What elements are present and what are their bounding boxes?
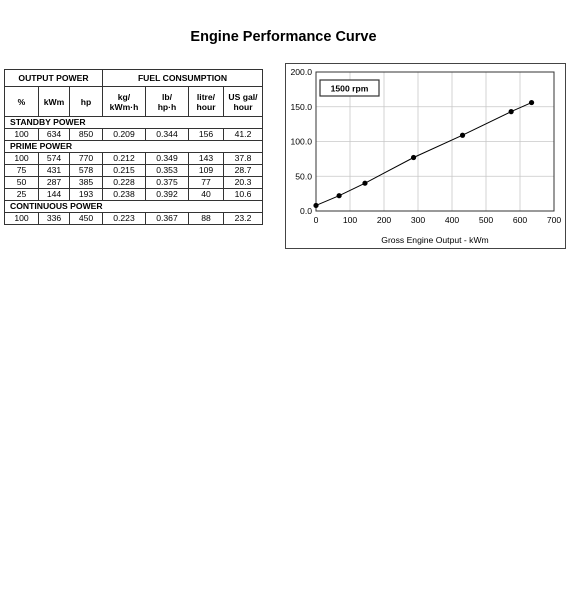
cell-hp: 770 bbox=[69, 152, 103, 165]
section-title: CONTINUOUS POWER bbox=[4, 200, 263, 213]
data-point bbox=[336, 193, 342, 199]
cell-kwm: 634 bbox=[38, 128, 70, 141]
fuel-consumption-header: FUEL CONSUMPTION bbox=[102, 69, 263, 87]
col-header-hp: hp bbox=[69, 86, 103, 117]
rpm-annotation-box bbox=[319, 79, 380, 97]
data-point bbox=[508, 109, 514, 115]
y-tick-label: 50.0 bbox=[295, 171, 312, 181]
col-header-kg-kwmh: kg/kWm·h bbox=[102, 86, 146, 117]
x-tick-label: 400 bbox=[445, 215, 460, 225]
data-point bbox=[362, 180, 368, 186]
data-point bbox=[313, 202, 319, 209]
cell-litre-hour: 156 bbox=[188, 128, 224, 141]
series-line bbox=[313, 99, 535, 209]
performance-table: OUTPUT POWER FUEL CONSUMPTION % kWm hp k… bbox=[4, 69, 263, 225]
cell-lb-hph: 0.353 bbox=[145, 164, 189, 177]
plot-area-border bbox=[315, 71, 555, 212]
col-header-litre-hour: litre/hour bbox=[188, 86, 224, 117]
x-tick-label: 700 bbox=[547, 215, 562, 225]
cell-kg-kwmh: 0.209 bbox=[102, 128, 146, 141]
cell-litre-hour: 77 bbox=[188, 176, 224, 189]
cell-percent: 100 bbox=[4, 212, 39, 225]
table-row: 100 336 450 0.223 0.367 88 23.2 bbox=[4, 212, 263, 225]
cell-usgal-hour: 23.2 bbox=[223, 212, 263, 225]
table-group-header-row: OUTPUT POWER FUEL CONSUMPTION bbox=[4, 69, 263, 87]
rpm-annotation: 1500 rpm bbox=[331, 83, 369, 93]
cell-lb-hph: 0.367 bbox=[145, 212, 189, 225]
performance-chart: 0.0 50.0 100.0 150.0 200.0 0 100 200 300 400 500 6… bbox=[285, 63, 566, 249]
cell-kg-kwmh: 0.238 bbox=[102, 188, 146, 201]
cell-hp: 450 bbox=[69, 212, 103, 225]
y-tick-label: 200.0 bbox=[290, 67, 312, 77]
page-title: Engine Performance Curve bbox=[190, 29, 377, 45]
cell-percent: 100 bbox=[4, 128, 39, 141]
x-axis-label: Gross Engine Output - kWm bbox=[381, 235, 488, 245]
cell-kg-kwmh: 0.228 bbox=[102, 176, 146, 189]
table-row: 100 574 770 0.212 0.349 143 37.8 bbox=[4, 152, 263, 165]
cell-usgal-hour: 10.6 bbox=[223, 188, 263, 201]
cell-percent: 50 bbox=[4, 176, 39, 189]
x-tick-label: 200 bbox=[377, 215, 392, 225]
cell-percent: 75 bbox=[4, 164, 39, 177]
cell-lb-hph: 0.349 bbox=[145, 152, 189, 165]
x-axis: 0 100 200 300 400 500 600 700 bbox=[314, 215, 562, 225]
section-header-row: CONTINUOUS POWER bbox=[4, 200, 263, 213]
cell-lb-hph: 0.392 bbox=[145, 188, 189, 201]
cell-litre-hour: 143 bbox=[188, 152, 224, 165]
y-tick-label: 150.0 bbox=[290, 102, 312, 112]
section-title: PRIME POWER bbox=[4, 140, 263, 153]
section-title: STANDBY POWER bbox=[4, 116, 263, 129]
y-tick-label: 100.0 bbox=[290, 137, 312, 147]
cell-litre-hour: 40 bbox=[188, 188, 224, 201]
cell-kwm: 287 bbox=[38, 176, 70, 189]
col-header-lb-hph: lb/hp·h bbox=[145, 86, 189, 117]
x-tick-label: 300 bbox=[411, 215, 426, 225]
cell-usgal-hour: 41.2 bbox=[223, 128, 263, 141]
data-point bbox=[528, 99, 535, 106]
cell-hp: 385 bbox=[69, 176, 103, 189]
data-point bbox=[459, 132, 466, 138]
output-power-header: OUTPUT POWER bbox=[4, 69, 103, 87]
cell-litre-hour: 88 bbox=[188, 212, 224, 225]
x-tick-label: 100 bbox=[343, 215, 358, 225]
y-tick-label: 0.0 bbox=[300, 206, 312, 216]
cell-lb-hph: 0.375 bbox=[145, 176, 189, 189]
section-header-row: STANDBY POWER bbox=[4, 116, 263, 129]
cell-kg-kwmh: 0.212 bbox=[102, 152, 146, 165]
table-row: 75 431 578 0.215 0.353 109 28.7 bbox=[4, 164, 263, 177]
cell-percent: 100 bbox=[4, 152, 39, 165]
cell-usgal-hour: 20.3 bbox=[223, 176, 263, 189]
performance-table-body: OUTPUT POWER FUEL CONSUMPTION % kWm hp k… bbox=[4, 69, 263, 225]
table-row: 50 287 385 0.228 0.375 77 20.3 bbox=[4, 176, 263, 189]
cell-kwm: 336 bbox=[38, 212, 70, 225]
y-axis: 0.0 50.0 100.0 150.0 200.0 bbox=[290, 67, 312, 216]
cell-kg-kwmh: 0.223 bbox=[102, 212, 146, 225]
x-tick-label: 600 bbox=[513, 215, 528, 225]
cell-usgal-hour: 37.8 bbox=[223, 152, 263, 165]
cell-kwm: 574 bbox=[38, 152, 70, 165]
table-row: 25 144 193 0.238 0.392 40 10.6 bbox=[4, 188, 263, 201]
x-tick-label: 500 bbox=[479, 215, 494, 225]
cell-kwm: 144 bbox=[38, 188, 70, 201]
col-header-kwm: kWm bbox=[38, 86, 70, 117]
cell-hp: 578 bbox=[69, 164, 103, 177]
col-header-percent: % bbox=[4, 86, 39, 117]
cell-hp: 850 bbox=[69, 128, 103, 141]
cell-kg-kwmh: 0.215 bbox=[102, 164, 146, 177]
table-row: 100 634 850 0.209 0.344 156 41.2 bbox=[4, 128, 263, 141]
x-tick-label: 0 bbox=[314, 215, 319, 225]
performance-chart-svg: 0.0 50.0 100.0 150.0 200.0 0 100 200 300 400 500 6… bbox=[285, 63, 566, 249]
data-point bbox=[410, 154, 417, 161]
cell-hp: 193 bbox=[69, 188, 103, 201]
col-header-usgal-hour: US gal/hour bbox=[223, 86, 263, 117]
cell-litre-hour: 109 bbox=[188, 164, 224, 177]
section-header-row: PRIME POWER bbox=[4, 140, 263, 153]
cell-lb-hph: 0.344 bbox=[145, 128, 189, 141]
table-column-header-row: % kWm hp kg/kWm·h lb/hp·h litre/hour US … bbox=[4, 86, 263, 117]
cell-kwm: 431 bbox=[38, 164, 70, 177]
cell-usgal-hour: 28.7 bbox=[223, 164, 263, 177]
cell-percent: 25 bbox=[4, 188, 39, 201]
